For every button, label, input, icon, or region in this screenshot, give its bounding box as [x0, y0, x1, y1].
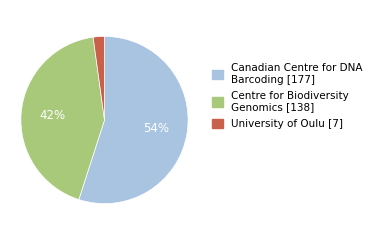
Text: 54%: 54% [143, 121, 169, 135]
Text: 42%: 42% [40, 109, 66, 122]
Wedge shape [93, 36, 104, 120]
Legend: Canadian Centre for DNA
Barcoding [177], Centre for Biodiversity
Genomics [138],: Canadian Centre for DNA Barcoding [177],… [211, 61, 365, 131]
Wedge shape [79, 36, 188, 204]
Wedge shape [21, 37, 104, 199]
